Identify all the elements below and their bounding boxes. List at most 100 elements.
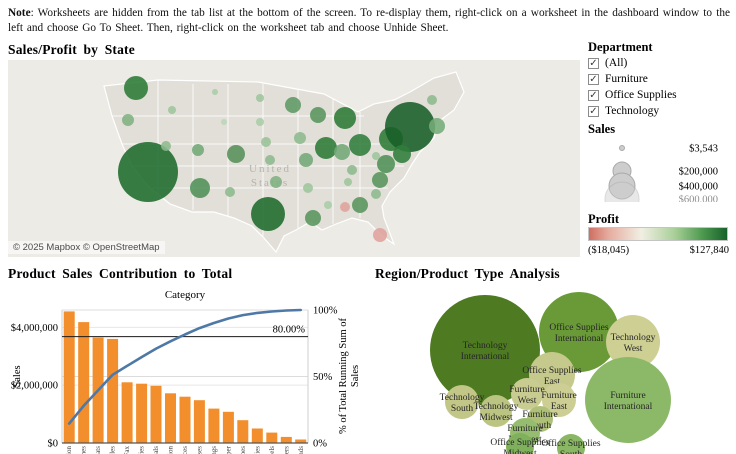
x-axis-label: Office Machines bbox=[80, 446, 88, 454]
map-country-label: States bbox=[251, 177, 289, 189]
state-sales-bubble[interactable] bbox=[118, 142, 178, 202]
left-axis-tick-label: $2,000,000 bbox=[11, 381, 58, 392]
state-sales-bubble[interactable] bbox=[124, 76, 148, 100]
state-sales-bubble[interactable] bbox=[315, 137, 337, 159]
checkbox-icon[interactable]: ✓ bbox=[588, 57, 599, 69]
state-sales-bubble[interactable] bbox=[429, 118, 445, 134]
region-product-bubble[interactable]: Office SuppliesSouth bbox=[541, 434, 601, 454]
state-sales-bubble[interactable] bbox=[349, 134, 371, 156]
state-sales-bubble[interactable] bbox=[324, 201, 332, 209]
checkbox-icon[interactable]: ✓ bbox=[588, 73, 599, 85]
department-option-label: Office Supplies bbox=[605, 89, 677, 101]
state-sales-bubble[interactable] bbox=[261, 137, 271, 147]
pareto-bar[interactable] bbox=[193, 400, 205, 443]
cumulative-line[interactable] bbox=[67, 308, 303, 425]
checkbox-icon[interactable]: ✓ bbox=[588, 89, 599, 101]
state-sales-bubble[interactable] bbox=[377, 155, 395, 173]
state-sales-bubble[interactable] bbox=[299, 153, 313, 167]
x-axis-label: Telephones and Communication bbox=[65, 446, 73, 454]
sales-size-legend-item[interactable]: $3,543 bbox=[619, 144, 719, 155]
sales-size-legend-item[interactable]: $600,000 bbox=[604, 181, 718, 202]
pareto-chart[interactable]: 80.00% $4,000,000 $2,000,000 $0 100% 50% 0% Cat… bbox=[8, 286, 368, 454]
state-sales-bubble[interactable] bbox=[294, 132, 306, 144]
profit-gradient-bar bbox=[588, 227, 728, 241]
bubble-label: Technology bbox=[474, 402, 519, 412]
state-sales-bubble[interactable] bbox=[340, 202, 350, 212]
pareto-bar[interactable] bbox=[266, 432, 278, 443]
state-sales-bubble[interactable] bbox=[270, 176, 282, 188]
department-option-officesupplies[interactable]: ✓ Office Supplies bbox=[588, 87, 733, 103]
department-option-technology[interactable]: ✓ Technology bbox=[588, 103, 733, 119]
state-sales-bubble[interactable] bbox=[256, 118, 264, 126]
state-sales-bubble[interactable] bbox=[347, 165, 357, 175]
state-sales-bubble[interactable] bbox=[190, 178, 210, 198]
state-sales-bubble[interactable] bbox=[251, 197, 285, 231]
state-sales-bubble[interactable] bbox=[225, 187, 235, 197]
x-axis-label: Chairs & Chairmats bbox=[94, 446, 102, 454]
state-sales-bubble[interactable] bbox=[372, 172, 388, 188]
x-axis-label: Labels bbox=[268, 446, 276, 454]
pareto-bar[interactable] bbox=[179, 396, 191, 443]
state-sales-bubble[interactable] bbox=[303, 183, 313, 193]
note-label: Note bbox=[8, 7, 31, 19]
state-sales-bubble[interactable] bbox=[221, 119, 227, 125]
pareto-bar[interactable] bbox=[121, 382, 133, 443]
bubble-label: South bbox=[451, 404, 473, 414]
state-sales-bubble[interactable] bbox=[256, 94, 264, 102]
state-sales-bubble[interactable] bbox=[334, 107, 356, 129]
pareto-bar[interactable] bbox=[150, 385, 162, 443]
pareto-bar[interactable] bbox=[165, 393, 176, 443]
state-sales-bubble[interactable] bbox=[373, 228, 387, 242]
pareto-bar[interactable] bbox=[63, 311, 75, 443]
state-sales-bubble[interactable] bbox=[305, 210, 321, 226]
state-sales-bubble[interactable] bbox=[168, 106, 176, 114]
pareto-bar[interactable] bbox=[237, 420, 249, 443]
state-sales-bubble[interactable] bbox=[161, 141, 171, 151]
state-sales-bubble[interactable] bbox=[285, 97, 301, 113]
state-sales-bubble[interactable] bbox=[192, 144, 204, 156]
bubble-label: Technology bbox=[463, 341, 508, 351]
pareto-bar[interactable] bbox=[295, 439, 307, 444]
department-option-all[interactable]: ✓ (All) bbox=[588, 55, 733, 71]
sales-profit-map[interactable]: United States © 2025 Mapbox © OpenStreetM… bbox=[8, 60, 580, 257]
state-sales-bubble[interactable] bbox=[122, 114, 134, 126]
pareto-bar[interactable] bbox=[222, 411, 234, 443]
pareto-bar[interactable] bbox=[107, 338, 119, 443]
state-sales-bubble[interactable] bbox=[371, 189, 381, 199]
size-circle-icon bbox=[619, 145, 625, 151]
x-axis-label: Appliances bbox=[181, 446, 189, 454]
size-circle-icon bbox=[604, 181, 640, 202]
department-option-furniture[interactable]: ✓ Furniture bbox=[588, 71, 733, 87]
department-option-label: Technology bbox=[605, 105, 660, 117]
pareto-bar[interactable] bbox=[208, 408, 220, 443]
pareto-bar[interactable] bbox=[251, 428, 263, 444]
state-sales-bubble[interactable] bbox=[385, 102, 435, 152]
state-sales-bubble[interactable] bbox=[344, 178, 352, 186]
state-sales-bubble[interactable] bbox=[393, 145, 411, 163]
state-sales-bubble[interactable] bbox=[352, 197, 368, 213]
state-sales-bubble[interactable] bbox=[372, 152, 380, 160]
state-sales-bubble[interactable] bbox=[227, 145, 245, 163]
pareto-bar[interactable] bbox=[78, 322, 90, 443]
checkbox-icon[interactable]: ✓ bbox=[588, 105, 599, 117]
pareto-bar[interactable] bbox=[136, 383, 148, 443]
state-sales-bubble[interactable] bbox=[212, 89, 218, 95]
pareto-bar[interactable] bbox=[280, 436, 292, 443]
state-sales-bubble[interactable] bbox=[310, 107, 326, 123]
state-sales-bubble[interactable] bbox=[427, 95, 437, 105]
state-sales-bubble[interactable] bbox=[334, 144, 350, 160]
sales-size-legend-item[interactable]: $400,000 bbox=[608, 172, 718, 200]
state-sales-bubble[interactable] bbox=[265, 155, 275, 165]
region-product-bubble-chart[interactable]: Technology International Office Supplies In… bbox=[375, 288, 736, 454]
map-attribution[interactable]: © 2025 Mapbox © OpenStreetMap bbox=[8, 241, 165, 254]
bubble-label: Office Supplies bbox=[522, 365, 581, 376]
